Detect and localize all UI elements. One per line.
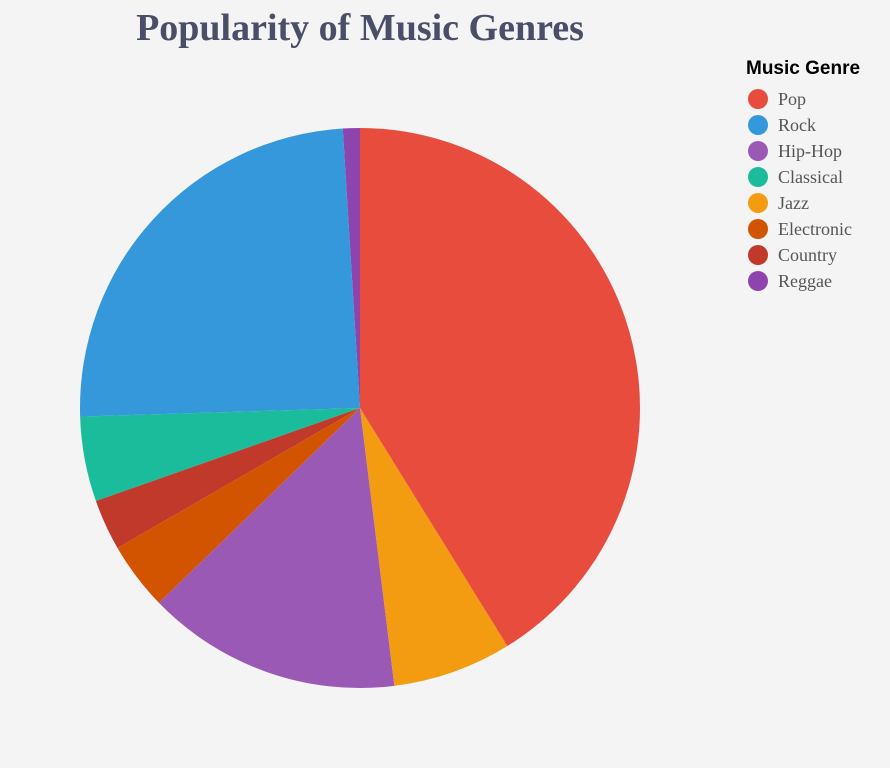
legend-swatch-jazz xyxy=(748,193,768,213)
pie-slice-hip-hop xyxy=(158,408,395,689)
legend-label-jazz: Jazz xyxy=(778,193,809,213)
legend-item-country: Country xyxy=(746,242,860,268)
legend: Music Genre Pop Rock Hip-Hop Classical Jazz E… xyxy=(746,58,860,294)
legend-label-reggae: Reggae xyxy=(778,271,832,291)
pie-slice-reggae xyxy=(342,128,360,408)
legend-label-electronic: Electronic xyxy=(778,219,852,239)
chart-title: Popularity of Music Genres xyxy=(136,7,584,49)
legend-label-country: Country xyxy=(778,245,838,265)
legend-item-pop: Pop xyxy=(746,86,860,112)
legend-label-classical: Classical xyxy=(778,167,843,187)
legend-item-reggae: Reggae xyxy=(746,268,860,294)
pie-slice-rock xyxy=(79,128,360,417)
legend-swatch-hip-hop xyxy=(748,141,768,161)
legend-items: Pop Rock Hip-Hop Classical Jazz Electronic Cou… xyxy=(746,86,860,294)
pie-slice-jazz xyxy=(360,408,508,686)
pie-slice-country xyxy=(95,408,361,548)
pie-chart xyxy=(79,128,640,689)
legend-swatch-classical xyxy=(748,167,768,187)
legend-label-hip-hop: Hip-Hop xyxy=(778,141,842,161)
legend-label-rock: Rock xyxy=(778,115,816,135)
legend-swatch-country xyxy=(748,245,768,265)
legend-item-classical: Classical xyxy=(746,164,860,190)
pie-slice-classical xyxy=(80,408,360,502)
legend-swatch-reggae xyxy=(748,271,768,291)
legend-label-pop: Pop xyxy=(778,89,807,109)
legend-swatch-electronic xyxy=(748,219,768,239)
legend-item-electronic: Electronic xyxy=(746,216,860,242)
legend-item-rock: Rock xyxy=(746,112,860,138)
pie-slice-pop xyxy=(360,128,640,647)
legend-item-hip-hop: Hip-Hop xyxy=(746,138,860,164)
legend-item-jazz: Jazz xyxy=(746,190,860,216)
legend-swatch-rock xyxy=(748,115,768,135)
pie-slice-electronic xyxy=(117,408,360,603)
legend-title: Music Genre xyxy=(746,58,861,79)
legend-swatch-pop xyxy=(748,89,768,109)
